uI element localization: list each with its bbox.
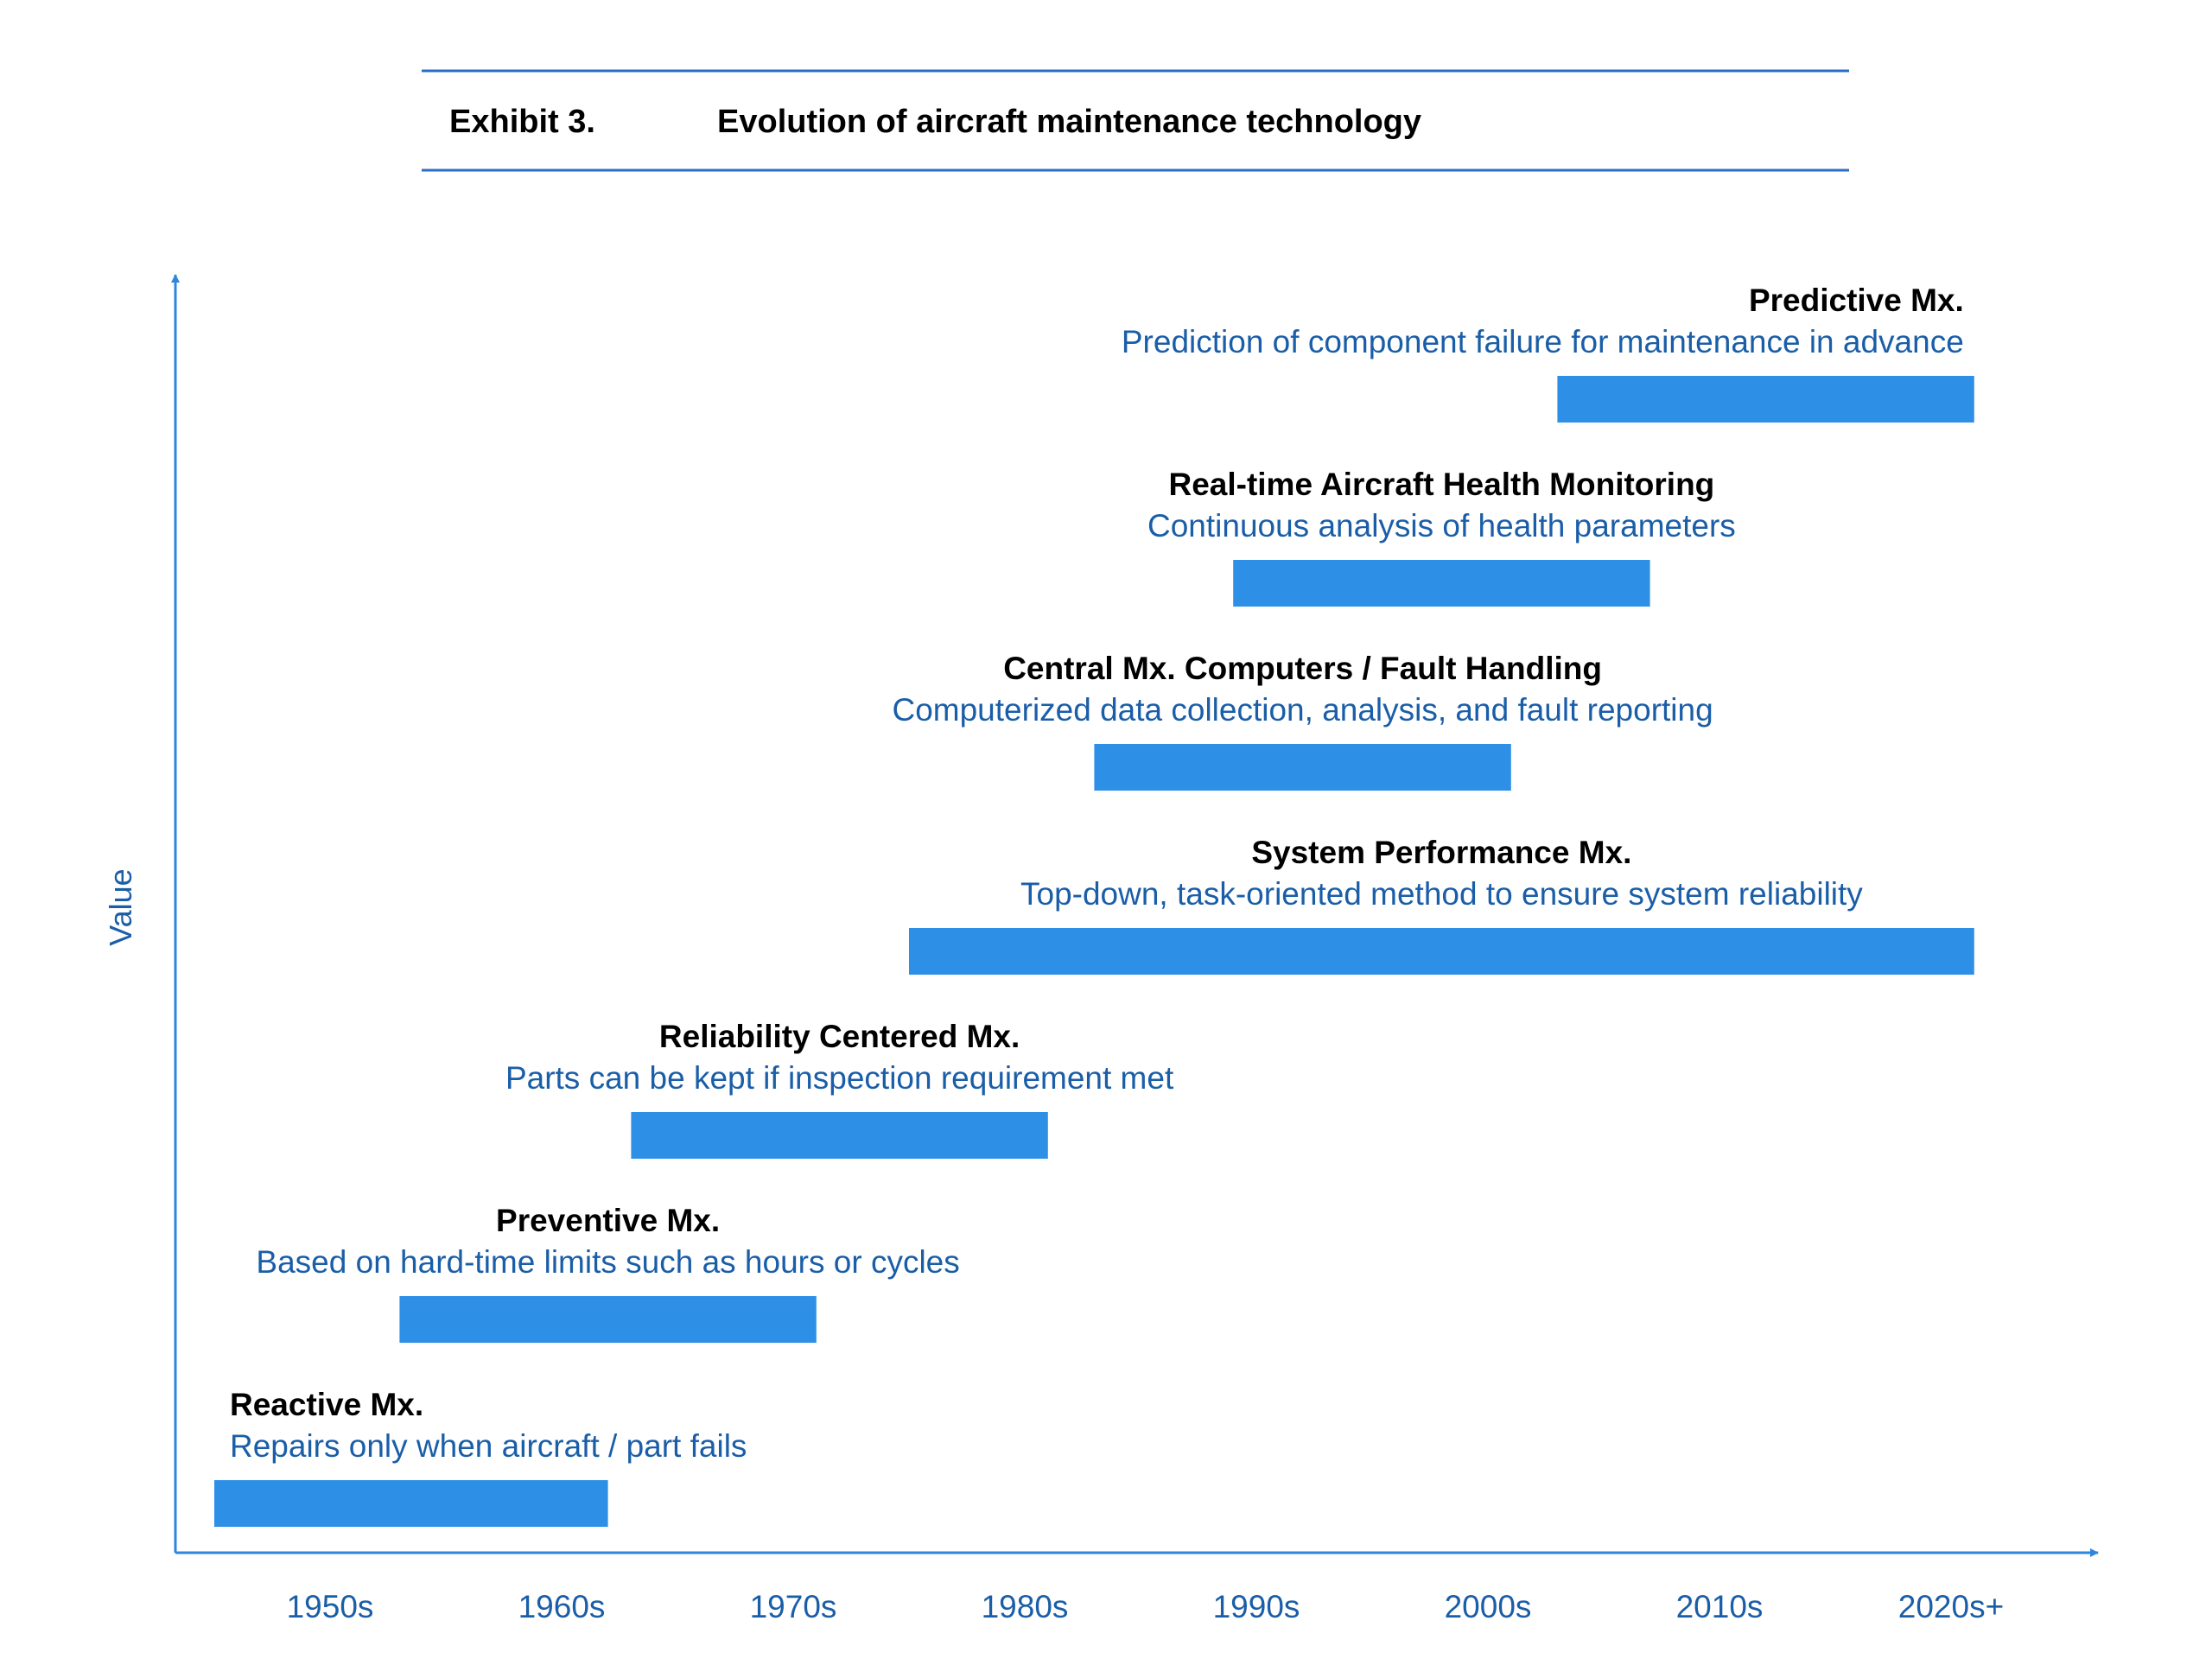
timeline-bar <box>1094 744 1511 791</box>
x-tick-label: 1970s <box>750 1589 837 1624</box>
bar-description: Parts can be kept if inspection requirem… <box>505 1060 1174 1096</box>
bar-title: System Performance Mx. <box>1251 835 1631 870</box>
x-tick-label: 1990s <box>1213 1589 1300 1624</box>
x-tick-label: 1960s <box>518 1589 606 1624</box>
bar-title: Real-time Aircraft Health Monitoring <box>1168 467 1714 502</box>
bar-description: Based on hard-time limits such as hours … <box>256 1244 959 1280</box>
bar-title: Reactive Mx. <box>230 1387 423 1422</box>
bar-title: Reliability Centered Mx. <box>659 1019 1020 1054</box>
x-tick-label: 1980s <box>982 1589 1069 1624</box>
exhibit-title: Evolution of aircraft maintenance techno… <box>717 104 1421 140</box>
timeline-bar <box>214 1480 608 1527</box>
timeline-bar <box>399 1296 817 1343</box>
y-axis-label: Value <box>103 868 138 945</box>
x-tick-label: 1950s <box>287 1589 374 1624</box>
timeline-bar <box>1557 376 1974 423</box>
x-tick-label: 2010s <box>1676 1589 1764 1624</box>
timeline-bar <box>631 1112 1048 1159</box>
bar-description: Prediction of component failure for main… <box>1122 324 1964 359</box>
bar-title: Predictive Mx. <box>1749 283 1964 318</box>
bar-description: Continuous analysis of health parameters <box>1147 508 1736 543</box>
x-tick-label: 2000s <box>1445 1589 1532 1624</box>
x-tick-label: 2020s+ <box>1898 1589 2004 1624</box>
timeline-bar <box>909 928 1974 975</box>
bar-description: Top-down, task-oriented method to ensure… <box>1020 876 1863 912</box>
x-tick-labels: 1950s 1960s 1970s 1980s 1990s 2000s 2010s 2020s… <box>287 1589 2005 1624</box>
exhibit-label: Exhibit 3. <box>449 104 595 140</box>
bar-title: Central Mx. Computers / Fault Handling <box>1003 651 1602 686</box>
bar-description: Computerized data collection, analysis, … <box>892 692 1713 728</box>
timeline-bars: Reactive Mx. Repairs only when aircraft /… <box>214 283 1974 1527</box>
bar-title: Preventive Mx. <box>496 1203 720 1238</box>
exhibit-header: Exhibit 3. Evolution of aircraft mainten… <box>422 69 1849 172</box>
bar-description: Repairs only when aircraft / part fails <box>230 1428 747 1464</box>
timeline-bar <box>1233 560 1650 607</box>
